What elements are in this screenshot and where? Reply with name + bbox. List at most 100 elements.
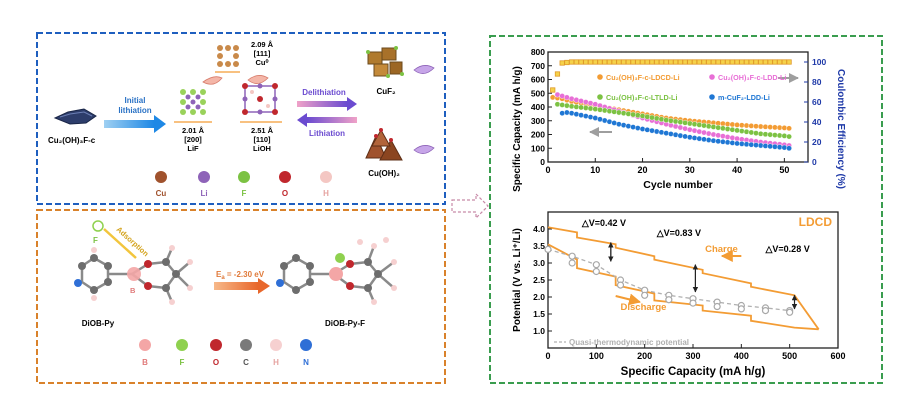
capacity-point [776, 124, 783, 131]
y2-tick-label: 20 [812, 137, 822, 147]
ce-point [597, 59, 603, 65]
precursor-label: Cu₂(OH)₃F-c [48, 136, 96, 145]
ce-point [554, 71, 561, 77]
ce-point [725, 59, 731, 65]
x-axis-label: Specific Capacity (mA h/g) [621, 366, 766, 378]
capacity-point [568, 110, 575, 116]
capacity-point [705, 137, 712, 143]
ce-point [772, 59, 778, 65]
capacity-point [578, 104, 584, 111]
panel-mechanism: Cu₂(OH)₃F-c Initial lithiation 2.01 Å [2… [36, 32, 446, 205]
ce-point [781, 59, 787, 65]
capacity-point [658, 129, 665, 136]
legend-f-icon [238, 171, 250, 183]
capacity-point [672, 118, 679, 125]
zoom-bubble-left-icon [202, 76, 223, 85]
delta-v-3-label: △V=0.28 V [765, 244, 810, 254]
ce-point [592, 59, 598, 65]
y2-tick-label: 40 [812, 117, 822, 127]
ce-point [625, 59, 631, 65]
cuf2-crystal-icon [366, 46, 404, 78]
capacity-point [559, 110, 565, 116]
capacity-point [757, 142, 764, 149]
legend-entry: m-CuF₂-LDD-Li [718, 93, 770, 102]
capacity-point [734, 140, 740, 147]
capacity-point [663, 117, 669, 123]
y-tick-label: 800 [531, 47, 545, 57]
capacity-point [729, 126, 736, 133]
ce-point [687, 59, 693, 65]
x-tick-label: 10 [590, 165, 600, 175]
capacity-point [606, 108, 613, 114]
y-tick-label: 700 [531, 61, 545, 71]
capacity-point [691, 135, 698, 141]
capacity-point [734, 127, 740, 134]
capacity-point [635, 112, 641, 119]
discharge-curve [547, 243, 819, 331]
capacity-point [729, 121, 736, 128]
capacity-point [762, 124, 769, 130]
capacity-point [724, 139, 731, 146]
capacity-point [701, 136, 707, 143]
capacity-point [767, 131, 773, 138]
legend-f2-icon [176, 339, 188, 351]
quasi-point [616, 281, 625, 289]
ce-point [710, 59, 717, 65]
capacity-point [715, 124, 721, 131]
capacity-point [564, 94, 570, 101]
capacity-point [644, 127, 651, 133]
quasi-point [689, 299, 697, 307]
delta-v-2-label: △V=0.83 V [656, 228, 701, 238]
capacity-point [724, 126, 731, 132]
capacity-point [729, 140, 736, 146]
capacity-point [578, 98, 584, 104]
legend-b-icon [139, 339, 151, 351]
capacity-point [620, 122, 627, 128]
ce-point [673, 59, 679, 65]
lioh-plane: [110] [253, 135, 271, 144]
legend-c-label: C [243, 358, 249, 367]
quasi-point [713, 302, 721, 311]
legend-marker-icon [709, 94, 715, 100]
capacity-point [776, 132, 783, 139]
y-tick-label: 2.0 [533, 292, 545, 302]
capacity-point [691, 121, 698, 127]
capacity-point [601, 117, 608, 124]
quasi-legend-label: Quasi-thermodynamic potential [569, 338, 689, 347]
lif-name: LiF [187, 144, 199, 153]
y-tick-label: 500 [531, 88, 545, 98]
capacity-point [705, 130, 712, 137]
capacity-point [687, 126, 693, 133]
ce-point [639, 59, 646, 65]
initial-lithiation-arrow [104, 120, 154, 128]
capacity-point [578, 112, 584, 118]
x-tick-label: 20 [638, 165, 648, 175]
capacity-point [687, 134, 693, 141]
quasi-point [737, 305, 745, 313]
cuoh2-crystal-icon [365, 128, 403, 161]
quasi-point [592, 261, 600, 269]
capacity-point [691, 127, 698, 134]
x-tick-label: 0 [545, 351, 550, 361]
ce-point [743, 59, 750, 65]
capacity-point [583, 105, 589, 111]
legend-h-label: H [323, 189, 329, 198]
lioh-lattice-icon [242, 83, 278, 115]
ce-point [602, 59, 608, 65]
cuoh2-label: Cu(OH)₂ [368, 169, 400, 178]
x-tick-label: 600 [830, 351, 845, 361]
capacity-point [762, 143, 769, 149]
legend-c-icon [240, 339, 252, 351]
ce-point [616, 59, 622, 65]
y-axis-label: Specific Capacity (mA h/g) [512, 66, 523, 192]
legend-o-label: O [282, 189, 288, 198]
capacity-point [653, 128, 660, 135]
capacity-point [772, 124, 778, 131]
capacity-point [739, 128, 745, 134]
quasi-point [592, 267, 600, 276]
capacity-point [592, 115, 599, 121]
capacity-point [620, 110, 627, 116]
x-tick-label: 300 [685, 351, 700, 361]
legend-o2-label: O [213, 358, 219, 367]
